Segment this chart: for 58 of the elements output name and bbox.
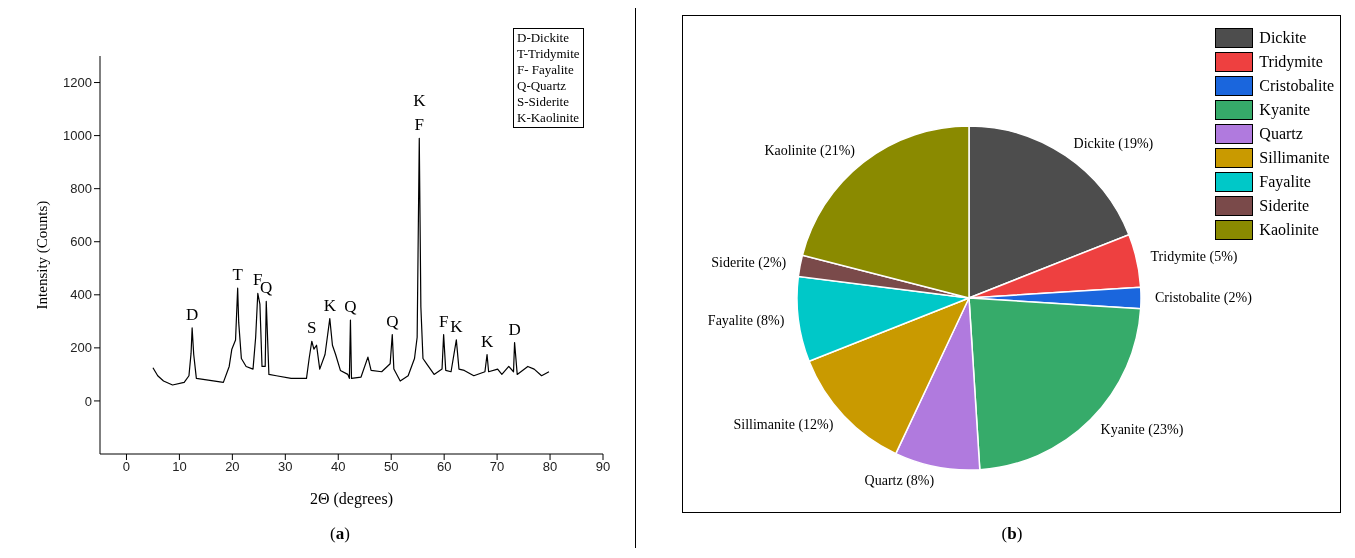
data-label: Cristobalite (2%) [1155, 290, 1253, 306]
y-axis-title: Intensity (Counts) [34, 200, 52, 310]
x-tick-label: 40 [331, 459, 346, 475]
y-tick-label: 0 [84, 393, 92, 409]
y-tick-label: 1000 [63, 128, 92, 144]
x-axis-title: 2Θ (degrees) [309, 490, 394, 508]
legend-label: Fayalite [1259, 172, 1311, 192]
text: (a) [329, 524, 351, 544]
x-tick-label: 50 [383, 459, 399, 475]
annotation: K-Kaolinite [517, 110, 580, 126]
x-tick-label: 20 [225, 459, 240, 475]
annotation: K [323, 295, 337, 315]
legend-label: Siderite [1259, 196, 1310, 216]
annotation: D [185, 304, 199, 324]
legend-label: Tridymite [1259, 52, 1323, 72]
data-label: Sillimanite (12%) [733, 417, 834, 434]
annotation: K [450, 316, 464, 336]
y-tick-label: 1200 [63, 75, 92, 91]
legend-label: Kyanite [1259, 100, 1310, 120]
data-label: Kaolinite (21%) [764, 143, 856, 160]
data-label: Fayalite (8%) [707, 313, 785, 330]
annotation: S-Siderite [517, 94, 570, 110]
annotation: D [508, 319, 521, 339]
annotation: Q [386, 311, 399, 331]
y-tick-label: 800 [70, 181, 92, 197]
x-tick-label: 0 [122, 459, 131, 475]
annotation: F [414, 115, 425, 135]
y-tick-label: 600 [70, 234, 92, 250]
text: D-Dickite [517, 30, 570, 46]
annotation: F [438, 311, 449, 331]
data-label: Tridymite (5%) [1150, 249, 1238, 266]
legend-label: Kaolinite [1259, 220, 1319, 240]
legend-label: Dickite [1259, 28, 1307, 48]
legend-label: Sillimanite [1259, 148, 1330, 168]
legend-label: Cristobalite [1259, 76, 1334, 96]
annotation: F- Fayalite [517, 62, 575, 78]
annotation: K [480, 331, 494, 351]
annotation: T [232, 265, 244, 285]
line-series [152, 137, 550, 386]
y-tick-label: 400 [70, 287, 92, 303]
data-label: Quartz (8%) [864, 472, 935, 489]
x-tick-label: 80 [542, 459, 558, 475]
annotation: Q [344, 297, 357, 317]
data-label: Siderite (2%) [711, 255, 787, 272]
data-label: Dickite (19%) [1073, 136, 1154, 153]
x-tick-label: 60 [436, 459, 452, 475]
annotation: Q-Quartz [517, 78, 568, 94]
annotation: K [413, 91, 427, 111]
x-tick-label: 30 [278, 459, 293, 475]
annotation: T-Tridymite [517, 46, 580, 62]
y-tick-label: 200 [70, 340, 92, 356]
annotation: S [307, 318, 317, 338]
legend-label: Quartz [1259, 124, 1303, 144]
data-label: Kyanite (23%) [1100, 421, 1184, 438]
x-tick-label: 10 [172, 459, 187, 475]
x-tick-label: 90 [595, 459, 611, 475]
text: (b) [1000, 524, 1024, 544]
x-tick-label: 70 [489, 459, 505, 475]
